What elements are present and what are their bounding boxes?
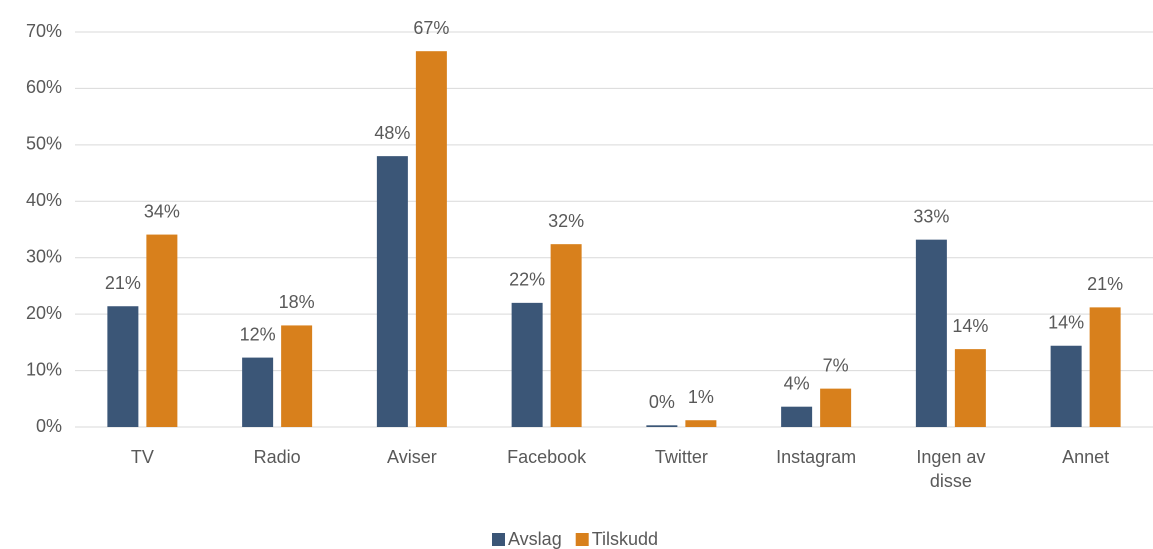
legend-swatch [492,533,505,546]
y-tick-label: 30% [26,246,62,266]
bar [415,51,447,427]
legend-label: Avslag [508,529,562,549]
bar [915,239,947,427]
data-label: 4% [784,373,810,393]
data-label: 18% [279,292,315,312]
y-tick-label: 50% [26,134,62,154]
data-label: 1% [688,387,714,407]
data-label: 48% [374,123,410,143]
bar [954,349,986,427]
x-tick-label: TV [130,447,154,467]
bar [550,244,582,427]
data-label: 21% [1087,274,1123,294]
bar [1089,307,1121,427]
x-tick-label: Ingen av disse [916,447,986,491]
bar [146,234,178,427]
legend-swatch [575,533,589,546]
data-label: 7% [823,355,849,375]
bar [242,357,274,427]
bar [107,306,139,427]
bar [281,325,313,427]
data-label: 14% [1048,312,1084,332]
x-tick-label: Twitter [654,447,708,467]
data-label: 14% [952,316,988,336]
bar [376,156,408,427]
y-tick-label: 20% [26,303,62,323]
bar [646,425,678,427]
bar [511,302,543,427]
y-tick-label: 40% [26,190,62,210]
data-label: 21% [105,273,141,293]
data-label: 67% [413,18,449,38]
data-label: 22% [509,270,545,290]
bar [820,388,852,427]
x-tick-label: Facebook [507,447,587,467]
bar [1050,345,1082,427]
y-tick-label: 70% [26,21,62,41]
bar [781,406,813,427]
x-tick-label: Instagram [776,447,857,467]
legend-label: Tilskudd [592,529,658,549]
x-tick-label: Aviser [387,447,437,467]
data-label: 34% [144,201,180,221]
data-label: 0% [649,392,675,412]
bar [685,420,717,427]
x-tick-label: Radio [253,447,301,467]
y-tick-label: 0% [36,416,62,436]
data-label: 32% [548,211,584,231]
y-tick-label: 60% [26,77,62,97]
x-tick-label: Annet [1062,447,1110,467]
y-tick-label: 10% [26,359,62,379]
data-label: 12% [240,324,276,344]
data-label: 33% [913,206,949,226]
